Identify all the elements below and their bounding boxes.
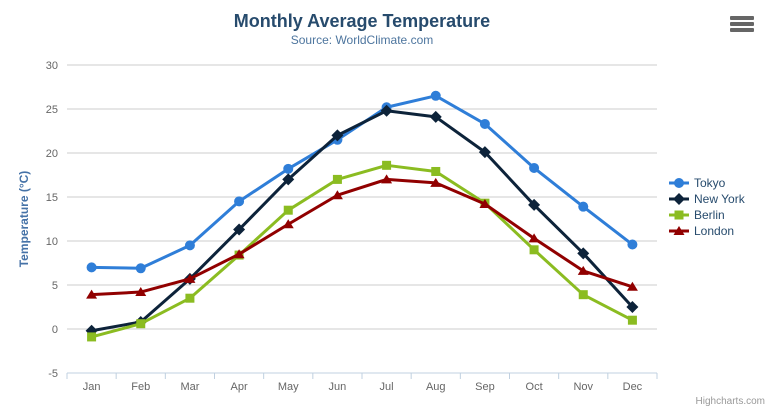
diamond-marker-icon (626, 301, 639, 313)
diamond-marker-icon (577, 247, 590, 260)
chart-subtitle: Source: WorldClimate.com (290, 33, 434, 47)
diamond-marker-icon (331, 129, 344, 142)
series-tokyo (86, 90, 638, 274)
triangle-marker-icon (86, 289, 98, 299)
y-tick-label: -5 (48, 368, 58, 380)
context-menu-button[interactable] (730, 16, 754, 32)
series-line-new-york (90, 109, 634, 333)
square-marker-icon (627, 315, 637, 325)
triangle-marker-icon (479, 199, 491, 209)
triangle-marker-icon (184, 273, 196, 283)
y-tick-label: 20 (46, 148, 58, 160)
series-new-york (85, 104, 639, 337)
series-line-berlin (90, 163, 634, 339)
chart-title: Monthly Average Temperature (233, 11, 491, 31)
legend-symbol-new-york (669, 193, 689, 205)
legend-symbol-london (669, 226, 689, 235)
highcharts-credit-link[interactable]: Highcharts.com (695, 396, 765, 407)
y-tick-label: 30 (46, 60, 58, 72)
legend-item-tokyo[interactable]: Tokyo (669, 176, 745, 190)
x-tick-label: Nov (573, 381, 593, 393)
diamond-marker-icon (380, 104, 393, 117)
y-tick-label: 5 (52, 280, 58, 292)
y-tick-label: 10 (46, 236, 58, 248)
hamburger-icon (730, 28, 754, 32)
x-tick-label: Oct (526, 381, 543, 393)
square-marker-icon (136, 319, 146, 329)
triangle-marker-icon (282, 219, 294, 229)
y-tick-label: 25 (46, 104, 58, 116)
legend-symbol-tokyo (669, 178, 689, 188)
x-tick-label: Jun (329, 381, 347, 393)
legend-item-berlin[interactable]: Berlin (669, 208, 745, 222)
diamond-marker-icon (233, 223, 246, 236)
x-tick-label: Aug (426, 381, 446, 393)
square-marker-icon (185, 293, 195, 303)
square-marker-icon (674, 210, 684, 220)
square-marker-icon (87, 332, 97, 342)
square-marker-icon (332, 174, 342, 184)
legend: Tokyo New York Berlin London (669, 176, 745, 240)
diamond-marker-icon (528, 198, 541, 211)
x-tick-label: Dec (623, 381, 643, 393)
legend-symbol-berlin (669, 210, 689, 220)
triangle-marker-icon (528, 233, 540, 243)
x-tick-label: Sep (475, 381, 495, 393)
circle-marker-icon (479, 118, 490, 129)
series-line-london (90, 177, 634, 297)
legend-label-berlin: Berlin (694, 208, 725, 222)
circle-marker-icon (283, 163, 294, 174)
triangle-marker-icon (233, 249, 245, 259)
x-tick-label: May (278, 381, 299, 393)
circle-marker-icon (529, 162, 540, 173)
triangle-marker-icon (331, 190, 343, 200)
square-marker-icon (382, 160, 392, 170)
hamburger-icon (730, 16, 754, 20)
legend-item-london[interactable]: London (669, 224, 745, 238)
x-tick-label: Jan (83, 381, 101, 393)
triangle-marker-icon (381, 174, 393, 184)
diamond-marker-icon (429, 110, 442, 123)
circle-marker-icon (430, 90, 441, 101)
circle-marker-icon (578, 201, 589, 212)
legend-item-new-york[interactable]: New York (669, 192, 745, 206)
square-marker-icon (283, 205, 293, 215)
circle-marker-icon (674, 178, 684, 188)
x-tick-label: Mar (180, 381, 199, 393)
triangle-marker-icon (626, 281, 638, 291)
x-tick-label: Apr (231, 381, 248, 393)
series-london (86, 174, 638, 299)
square-marker-icon (578, 290, 588, 300)
square-marker-icon (431, 166, 441, 176)
circle-marker-icon (135, 263, 146, 274)
triangle-marker-icon (673, 226, 685, 235)
triangle-marker-icon (135, 287, 147, 297)
triangle-marker-icon (577, 265, 589, 275)
legend-label-london: London (694, 224, 735, 238)
circle-marker-icon (234, 196, 245, 207)
circle-marker-icon (86, 262, 97, 273)
circle-marker-icon (184, 240, 195, 251)
x-tick-label: Jul (380, 381, 394, 393)
diamond-marker-icon (673, 193, 685, 205)
hamburger-icon (730, 22, 754, 26)
x-tick-label: Feb (131, 381, 150, 393)
legend-label-new-york: New York (694, 192, 745, 206)
triangle-marker-icon (430, 177, 442, 187)
circle-marker-icon (627, 239, 638, 250)
diamond-marker-icon (282, 173, 295, 186)
y-tick-label: 15 (46, 192, 58, 204)
y-tick-label: 0 (52, 324, 58, 336)
square-marker-icon (529, 245, 539, 255)
legend-label-tokyo: Tokyo (694, 176, 726, 190)
diamond-marker-icon (478, 146, 491, 159)
